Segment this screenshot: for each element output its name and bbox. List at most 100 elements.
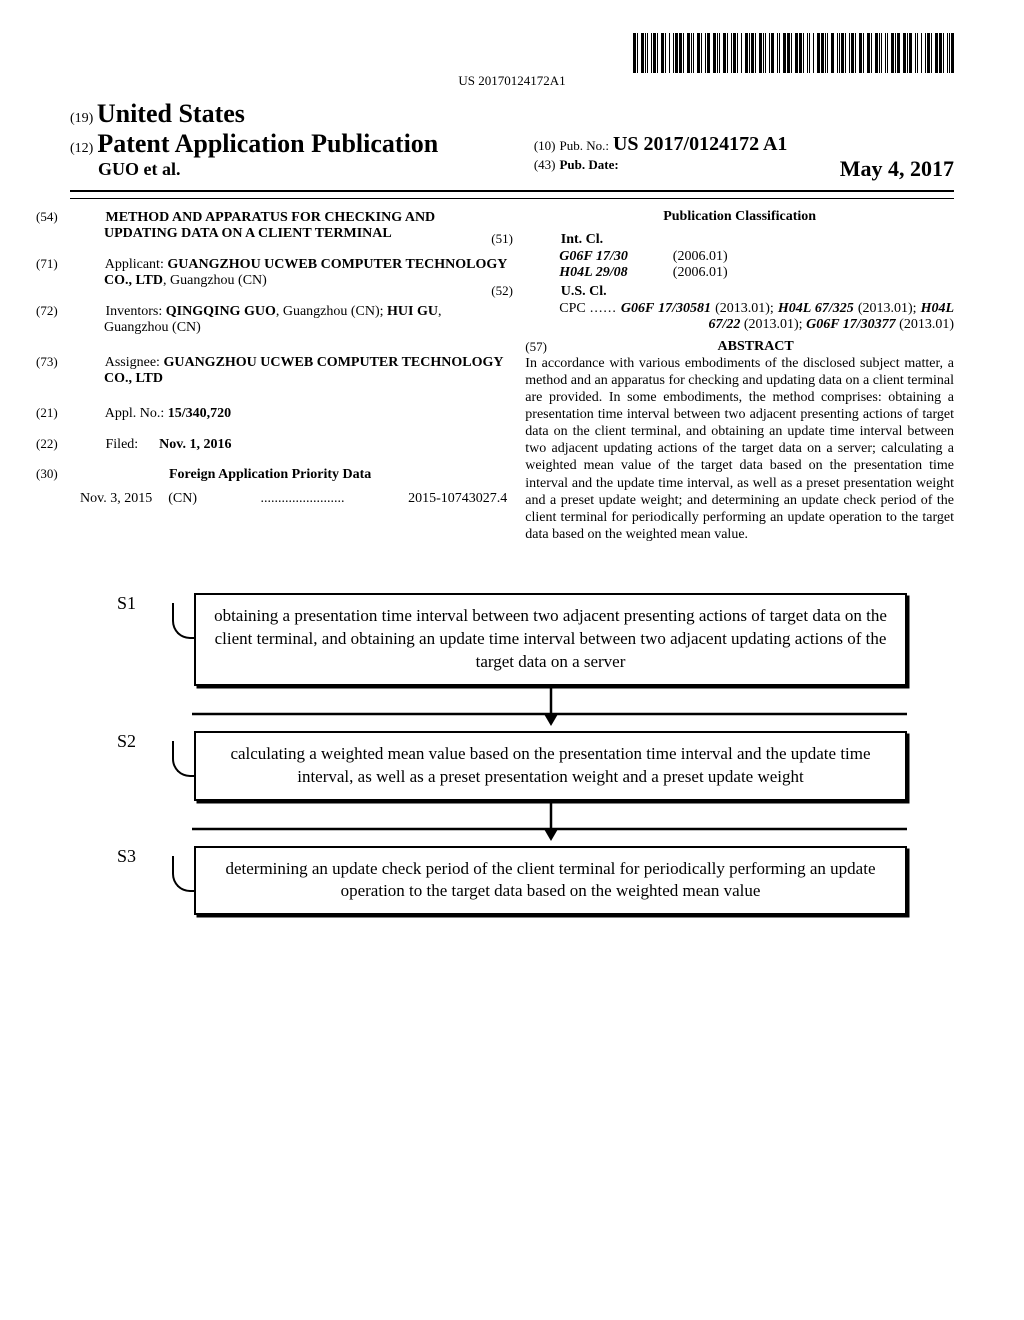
inventor-0-name: QINGQING GUO — [166, 304, 276, 319]
flow-label-s2: S2 — [117, 731, 172, 752]
pub-date-label: Pub. Date: — [559, 157, 618, 172]
title-num: (54) — [70, 209, 102, 225]
country-name: United States — [97, 99, 245, 128]
applicant-suffix: , Guangzhou (CN) — [163, 273, 267, 288]
foreign-data: Nov. 3, 2015 (CN) ......................… — [70, 491, 507, 507]
cpc-2-ver: (2013.01); — [744, 317, 803, 332]
intcl-label: Int. Cl. — [561, 232, 603, 247]
arrow-down-icon — [117, 801, 907, 841]
pub-no: US 2017/0124172 A1 — [613, 133, 787, 155]
inventor-1-name: HUI GU — [387, 304, 438, 319]
cpc-1-ver: (2013.01); — [858, 301, 917, 316]
inventors-num: (72) — [70, 303, 102, 319]
pub-date-prefix: (43) — [534, 157, 556, 172]
flow-connector-icon — [172, 741, 194, 777]
pub-no-line: (10) Pub. No.: US 2017/0124172 A1 — [534, 133, 954, 156]
cpc-text: CPC ...... G06F 17/30581 (2013.01); H04L… — [525, 301, 954, 333]
flow-arrow-1 — [117, 686, 907, 731]
cpc-label: CPC — [559, 301, 585, 316]
intcl-items: G06F 17/30 (2006.01) H04L 29/08 (2006.01… — [525, 249, 954, 281]
left-column: (54) METHOD AND APPARATUS FOR CHECKING A… — [70, 209, 507, 543]
filed-label: Filed: — [106, 437, 139, 452]
flow-box-s1: obtaining a presentation time interval b… — [194, 593, 907, 686]
inventor-0-loc: , Guangzhou (CN); — [276, 304, 384, 319]
uscl-label: U.S. Cl. — [561, 284, 607, 299]
abstract-heading-row: (57) ABSTRACT — [525, 339, 954, 355]
intcl-1-ver: (2006.01) — [673, 265, 728, 281]
abstract-num: (57) — [525, 339, 557, 355]
abstract-text: In accordance with various embodiments o… — [525, 355, 954, 543]
flow-label-s3: S3 — [117, 846, 172, 867]
flow-step-s1: S1 obtaining a presentation time interva… — [117, 593, 907, 686]
cpc-3-code: G06F 17/30377 — [806, 317, 896, 332]
applno-value: 15/340,720 — [168, 406, 231, 421]
pub-no-label: Pub. No.: — [559, 138, 608, 153]
flow-arrow-2 — [117, 801, 907, 846]
intcl-0-ver: (2006.01) — [673, 249, 728, 265]
assignee-num: (73) — [70, 354, 102, 370]
foreign-field: (30) Foreign Application Priority Data — [70, 465, 507, 483]
foreign-heading: Foreign Application Priority Data — [106, 467, 469, 483]
header-block: (19) United States (12) Patent Applicati… — [70, 99, 954, 182]
intcl-num: (51) — [525, 231, 557, 247]
divider-bottom — [70, 198, 954, 199]
barcode — [633, 33, 954, 73]
flow-step-s3: S3 determining an update check period of… — [117, 846, 907, 916]
foreign-cc: (CN) — [168, 491, 197, 507]
filed-value: Nov. 1, 2016 — [159, 437, 231, 452]
applno-num: (21) — [70, 405, 102, 421]
foreign-date: Nov. 3, 2015 — [80, 491, 152, 507]
patent-page: US 20170124172A1 (19) United States (12)… — [0, 0, 1024, 955]
assignee-field: (73) Assignee: GUANGZHOU UCWEB COMPUTER … — [70, 354, 507, 387]
cpc-3-ver: (2013.01) — [899, 317, 954, 332]
applicant-field: (71) Applicant: GUANGZHOU UCWEB COMPUTER… — [70, 256, 507, 289]
intcl-1-code: H04L 29/08 — [559, 265, 669, 281]
pub-type-prefix: (12) — [70, 141, 93, 156]
flow-label-s1: S1 — [117, 593, 172, 614]
intcl-0-code: G06F 17/30 — [559, 249, 669, 265]
abstract-heading: ABSTRACT — [557, 339, 954, 355]
pub-date: May 4, 2017 — [840, 156, 954, 182]
bibliographic-columns: (54) METHOD AND APPARATUS FOR CHECKING A… — [70, 209, 954, 543]
applicant-label: Applicant: — [105, 257, 164, 272]
divider-top — [70, 190, 954, 192]
applno-label: Appl. No.: — [105, 406, 165, 421]
barcode-number: US 20170124172A1 — [70, 73, 954, 89]
uscl-num: (52) — [525, 283, 557, 299]
flow-connector-icon — [172, 603, 194, 639]
pub-type: Patent Application Publication — [97, 129, 438, 158]
assignee-label: Assignee: — [105, 355, 160, 370]
country-prefix: (19) — [70, 111, 93, 126]
flow-step-s2: S2 calculating a weighted mean value bas… — [117, 731, 907, 801]
pub-type-line: (12) Patent Application Publication — [70, 129, 524, 159]
classification-heading: Publication Classification — [525, 209, 954, 225]
inventors-field: (72) Inventors: QINGQING GUO, Guangzhou … — [70, 303, 507, 336]
foreign-num: (30) — [70, 466, 102, 482]
uscl-row: (52) U.S. Cl. — [525, 283, 954, 300]
country-line: (19) United States — [70, 99, 954, 129]
cpc-0-ver: (2013.01); — [715, 301, 774, 316]
pub-no-prefix: (10) — [534, 138, 556, 153]
assignee-name: GUANGZHOU UCWEB COMPUTER TECHNOLOGY CO.,… — [104, 355, 503, 386]
flow-box-s2: calculating a weighted mean value based … — [194, 731, 907, 801]
pub-date-line: (43) Pub. Date: May 4, 2017 — [534, 156, 954, 182]
filed-field: (22) Filed: Nov. 1, 2016 — [70, 436, 507, 453]
inventors-label: Inventors: — [106, 304, 163, 319]
flowchart: S1 obtaining a presentation time interva… — [117, 593, 907, 916]
foreign-dots: ........................ — [197, 491, 408, 507]
cpc-0-code: G06F 17/30581 — [621, 301, 711, 316]
intcl-row: (51) Int. Cl. — [525, 231, 954, 248]
filed-num: (22) — [70, 436, 102, 452]
arrow-down-icon — [117, 686, 907, 726]
right-column: Publication Classification (51) Int. Cl.… — [525, 209, 954, 543]
title-field: (54) METHOD AND APPARATUS FOR CHECKING A… — [70, 209, 507, 242]
barcode-area: US 20170124172A1 — [70, 20, 954, 89]
applno-field: (21) Appl. No.: 15/340,720 — [70, 405, 507, 422]
flow-box-s3: determining an update check period of th… — [194, 846, 907, 916]
cpc-dots: ...... — [590, 301, 617, 316]
flow-connector-icon — [172, 856, 194, 892]
applicant-num: (71) — [70, 256, 102, 272]
foreign-appnum: 2015-10743027.4 — [408, 491, 507, 507]
authors-line: GUO et al. — [70, 159, 524, 180]
cpc-1-code: H04L 67/325 — [778, 301, 854, 316]
